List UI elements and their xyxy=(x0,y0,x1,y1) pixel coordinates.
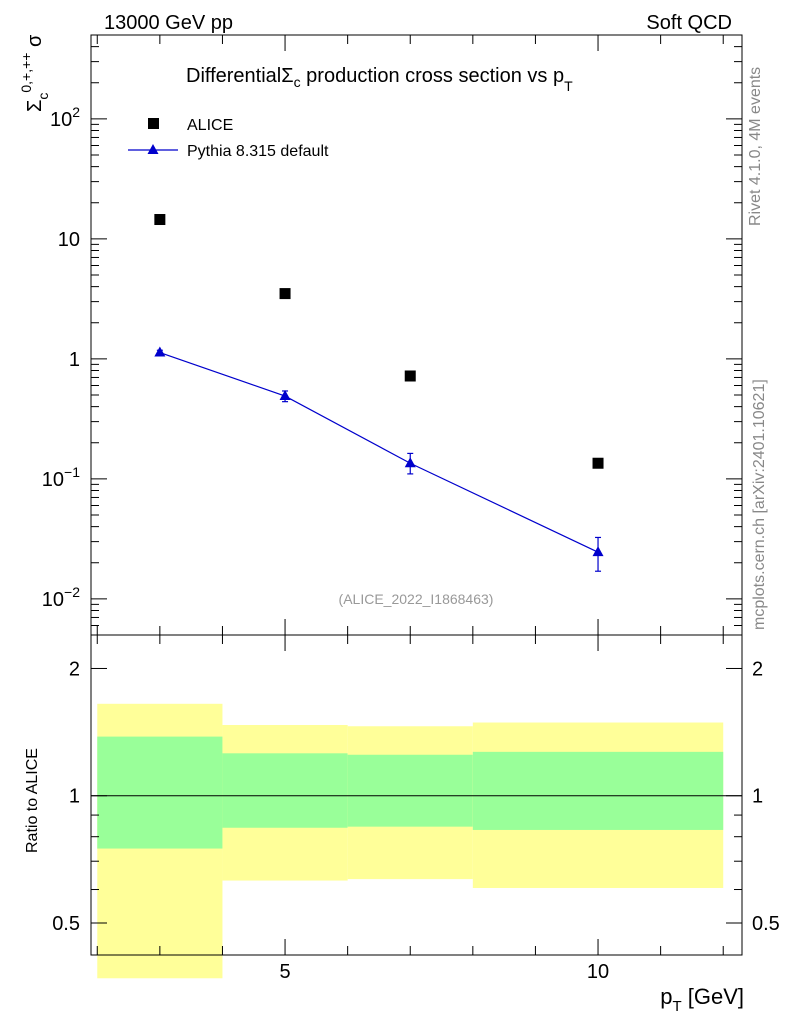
ratio-ytick-label-left: 1 xyxy=(69,786,80,808)
ratio-panel: 0.5 0.5 1 1 2 2 5 10 xyxy=(52,634,780,983)
header-category: Soft QCD xyxy=(646,12,732,34)
title-sub: c xyxy=(294,74,301,90)
ratio-ytick-label-left: 2 xyxy=(69,658,80,680)
main-ticks xyxy=(91,34,742,636)
title-sigma: Σ xyxy=(281,65,293,87)
main-ytick-label: 102 xyxy=(50,104,80,131)
main-ytick-label: 10−2 xyxy=(42,584,80,611)
ratio-bands xyxy=(97,703,724,979)
ratio-ytick-label-left: 0.5 xyxy=(52,913,80,935)
alice-point xyxy=(154,214,166,226)
ytick-exponent: 2 xyxy=(72,104,80,120)
alice-point xyxy=(404,370,416,382)
ratio-inner-band xyxy=(97,736,223,849)
ratio-ticks xyxy=(91,635,742,955)
ylabel-sub: c xyxy=(35,93,51,100)
title-pre: Differential xyxy=(186,65,281,87)
ylabel-post: σ xyxy=(24,34,46,53)
ytick-base: 10 xyxy=(42,589,64,611)
legend-pythia-marker xyxy=(147,144,159,154)
pythia-point xyxy=(279,390,291,401)
ratio-inner-band xyxy=(472,751,724,830)
pythia-point xyxy=(404,457,416,468)
ratio-ytick-label-right: 0.5 xyxy=(752,913,780,935)
xlabel: pT [GeV] xyxy=(660,984,744,1015)
analysis-watermark: (ALICE_2022_I1868463) xyxy=(339,591,494,607)
alice-point xyxy=(279,288,291,300)
alice-point xyxy=(592,457,604,469)
pythia-point xyxy=(592,546,604,557)
ratio-inner-band xyxy=(347,754,473,827)
legend: ALICE Pythia 8.315 default xyxy=(128,117,329,160)
title-post: production cross section vs p xyxy=(301,65,564,87)
main-panel: DifferentialΣc production cross section … xyxy=(42,34,743,636)
alice-series xyxy=(154,214,604,469)
ytick-base: 1 xyxy=(69,349,80,371)
main-ytick-label: 1 xyxy=(69,349,80,371)
main-title: DifferentialΣc production cross section … xyxy=(186,65,573,94)
main-ytick-label: 10−1 xyxy=(42,464,80,491)
xlabel-unit: [GeV] xyxy=(682,984,744,1009)
ylabel-sup: 0,+,++ xyxy=(18,53,34,93)
legend-alice-label: ALICE xyxy=(187,117,233,134)
ytick-base: 10 xyxy=(58,229,80,251)
xlabel-main: p xyxy=(660,984,672,1009)
ytick-exponent: −2 xyxy=(64,584,80,600)
ylabel-sigma: Σ xyxy=(24,100,46,112)
rivet-version-label: Rivet 4.1.0, 4M events xyxy=(747,67,764,226)
ytick-base: 10 xyxy=(50,109,72,131)
ratio-ytick-label-right: 1 xyxy=(752,786,763,808)
xtick-labels: 5 10 xyxy=(279,961,609,983)
xtick-label: 5 xyxy=(279,961,290,983)
pythia-line xyxy=(159,351,599,553)
pythia-point xyxy=(154,346,166,357)
ratio-ylabel: Ratio to ALICE xyxy=(24,748,41,853)
main-ytick-label: 10 xyxy=(58,229,80,251)
ratio-frame xyxy=(90,634,743,956)
legend-pythia-label: Pythia 8.315 default xyxy=(187,143,329,160)
pythia-series xyxy=(154,346,604,572)
ratio-ytick-labels: 0.5 0.5 1 1 2 2 xyxy=(52,658,780,935)
mcplots-label: mcplots.cern.ch [arXiv:2401.10621] xyxy=(751,379,768,630)
ratio-ytick-label-right: 2 xyxy=(752,658,763,680)
title-post-sub: T xyxy=(564,78,573,94)
legend-alice-marker xyxy=(148,118,159,129)
xlabel-sub: T xyxy=(672,998,681,1015)
ytick-base: 10 xyxy=(42,469,64,491)
header-energy: 13000 GeV pp xyxy=(104,12,233,34)
xtick-label: 10 xyxy=(587,961,609,983)
main-ylabel: Σc0,+,++ σ xyxy=(18,34,51,112)
ratio-inner-band xyxy=(222,753,348,828)
ytick-exponent: −1 xyxy=(64,464,80,480)
